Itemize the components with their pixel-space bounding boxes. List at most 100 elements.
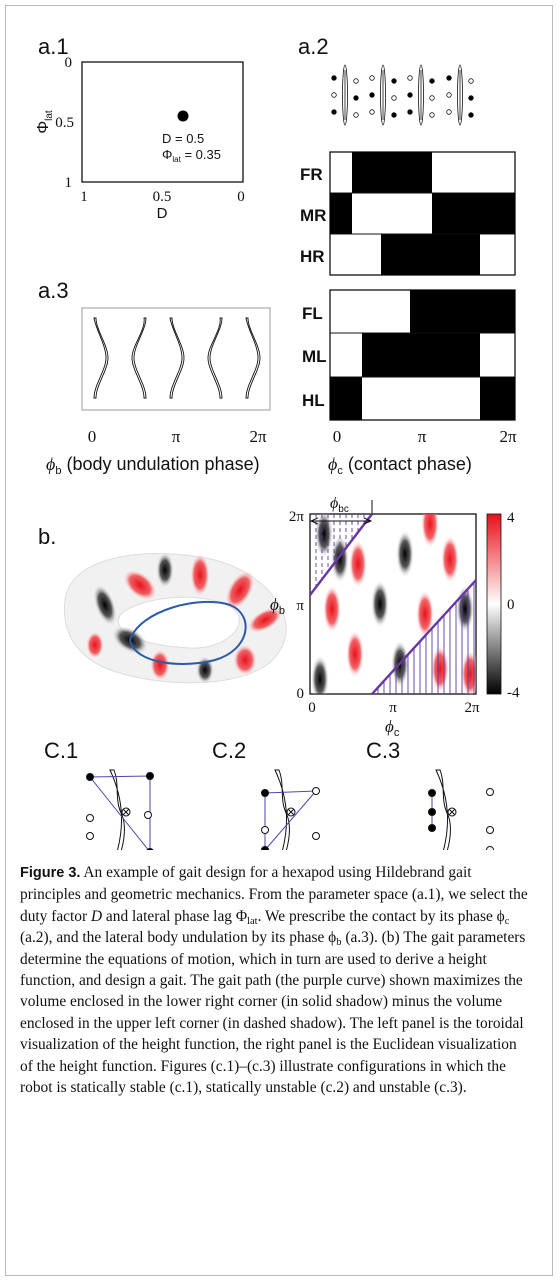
caption-run: (a.3). (b) The gait parameters determine…: [20, 929, 526, 1097]
foot: [468, 112, 474, 118]
svg: [311, 514, 476, 694]
height-blob: [416, 590, 434, 638]
body: [435, 769, 451, 850]
foot: [261, 789, 269, 797]
panel-label: a.1: [38, 34, 69, 59]
y-tick-label: 0: [297, 686, 305, 702]
foot: [429, 95, 435, 101]
height-blob: [323, 585, 341, 633]
tspan: Φ: [162, 147, 172, 162]
foot: [428, 808, 436, 816]
tspan: bc: [338, 504, 349, 515]
rect: [352, 152, 432, 193]
tspan: ϕ: [46, 454, 55, 474]
ellipse: [190, 553, 210, 597]
heatmap: [309, 513, 477, 695]
foot: [486, 846, 494, 850]
rect: [410, 290, 515, 333]
contact-grid-left: [329, 289, 516, 421]
tspan: lat: [172, 155, 181, 164]
foot: [446, 75, 452, 81]
path: [128, 601, 247, 665]
x-tick-label: 0.5: [153, 189, 172, 205]
foot: [353, 95, 359, 101]
tspan: ϕ: [385, 717, 394, 736]
foot: [446, 92, 452, 98]
row-label: FR: [300, 165, 323, 184]
line: [371, 579, 477, 695]
foot: [391, 95, 397, 101]
plot-box: [81, 61, 244, 183]
figure: a.1 0 0.5 1 1 0.5 0 D Φlat D = 0.5 Φlat …: [35, 34, 520, 850]
row-label: HL: [302, 391, 325, 410]
foot: [261, 826, 269, 834]
foot: [429, 78, 435, 84]
x-tick-label: π: [172, 427, 181, 446]
height-blob: [331, 535, 349, 583]
foot: [353, 112, 359, 118]
foot: [428, 789, 436, 797]
panel-label: b.: [38, 524, 56, 549]
foot: [331, 92, 337, 98]
y-tick-label: 0: [65, 55, 73, 71]
robot-configurations: [86, 769, 494, 850]
parameter-point: [177, 110, 189, 122]
x-tick-label: 1: [80, 189, 88, 205]
foot: [86, 814, 94, 822]
support-polygon: [264, 790, 318, 850]
x-axis-label: ϕc (contact phase): [328, 454, 472, 477]
body: [109, 769, 125, 850]
body-shape: [93, 317, 109, 399]
y-tick-label: 1: [65, 175, 73, 191]
x-tick-label: 2π: [499, 427, 517, 446]
ellipse: [246, 606, 284, 634]
colorbar: [486, 513, 502, 695]
caption-run: lat: [247, 915, 258, 927]
rect: [330, 193, 352, 234]
foot: [144, 811, 152, 819]
torus: [63, 552, 287, 684]
foot: [331, 75, 337, 81]
foot: [353, 78, 359, 84]
tspan: c: [337, 465, 343, 477]
body: [274, 769, 290, 850]
body-shape: [131, 317, 147, 399]
colorbar-tick-label: 4: [507, 510, 515, 526]
caption-run: . We prescribe the contact by its phase …: [257, 907, 505, 925]
height-blob: [441, 535, 459, 583]
plot-box: [81, 307, 271, 411]
figure-caption: Figure 3. An example of gait design for …: [20, 862, 532, 1098]
tspan: ϕ: [330, 495, 338, 512]
row-label: HR: [300, 247, 325, 266]
caption-run: (a.2), and the lateral body undulation b…: [20, 929, 337, 947]
tspan: ϕ: [270, 595, 279, 614]
x-tick-label: 2π: [249, 427, 267, 446]
tspan: b: [55, 465, 61, 477]
x-tick-label: 2π: [464, 700, 480, 716]
y-axis-label: ϕb: [270, 595, 285, 617]
foot: [261, 846, 269, 850]
center-of-mass-mark: [448, 808, 456, 816]
row-label: FL: [302, 304, 323, 323]
annotation: D = 0.5: [162, 131, 204, 146]
body-shapes: [93, 317, 261, 399]
height-blob: [431, 645, 449, 693]
height-blob: [396, 530, 414, 578]
tspan: ϕ: [328, 454, 337, 474]
center-of-mass-mark: [287, 808, 295, 816]
foot: [331, 109, 337, 115]
tspan: (contact phase): [343, 454, 472, 474]
rect: [381, 234, 480, 275]
leg-diagrams: [331, 64, 474, 126]
foot: [391, 112, 397, 118]
caption-run: b: [336, 937, 342, 949]
rect: [432, 193, 515, 234]
height-blob: [315, 514, 333, 558]
foot: [146, 772, 154, 780]
center-of-mass-mark: [122, 808, 130, 816]
rect: [362, 333, 480, 377]
body-shape: [207, 317, 223, 399]
x-tick-label: 0: [88, 427, 97, 446]
annotation: Φlat = 0.35: [162, 147, 221, 164]
